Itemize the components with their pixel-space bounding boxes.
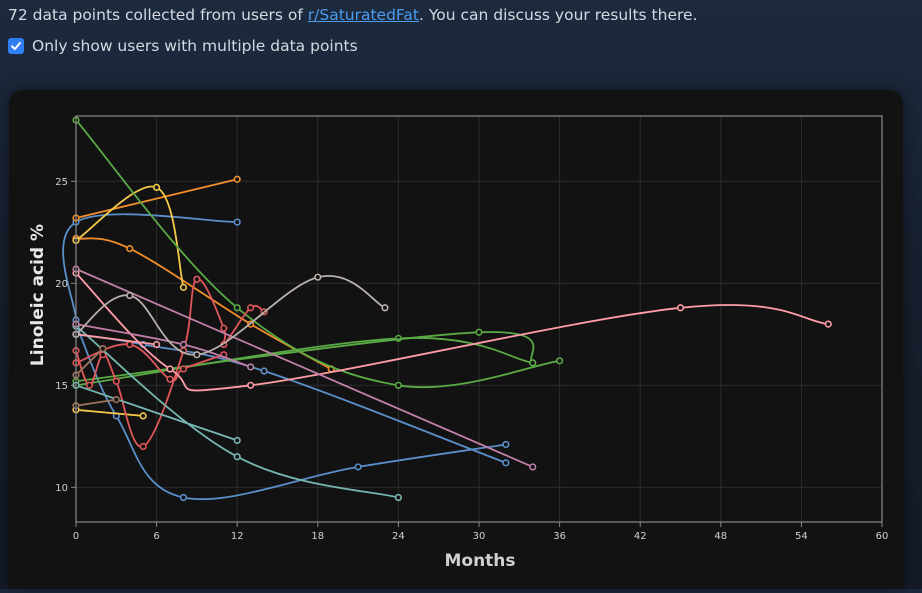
series-line (75, 274, 386, 356)
y-tick-label: 15 (55, 381, 68, 392)
data-point (139, 412, 147, 420)
y-tick-label: 25 (55, 177, 68, 188)
series-line (75, 333, 507, 464)
subreddit-link[interactable]: r/SaturatedFat (307, 6, 419, 24)
data-point (153, 183, 161, 192)
x-tick-label: 12 (231, 531, 244, 542)
x-tick-label: 0 (73, 531, 79, 542)
data-point (112, 395, 120, 404)
series-19 (72, 273, 389, 359)
data-point (99, 344, 107, 353)
data-point (233, 453, 241, 461)
data-point (233, 218, 241, 226)
series-15 (72, 269, 832, 392)
y-tick-label: 10 (55, 483, 68, 494)
plot-frame (75, 115, 883, 523)
data-point (179, 493, 188, 502)
data-point (354, 463, 362, 471)
chart-grid (75, 116, 883, 522)
data-point (394, 381, 403, 389)
data-point (394, 493, 403, 502)
data-point (247, 304, 255, 312)
series-line (75, 333, 157, 346)
multiple-points-filter[interactable]: Only show users with multiple data point… (8, 37, 358, 55)
data-point (475, 328, 483, 336)
series-7 (72, 406, 147, 420)
intro-text: 72 data points collected from users of r… (8, 6, 697, 24)
data-point (502, 440, 510, 449)
x-tick-label: 60 (876, 531, 889, 542)
y-axis-label: Linoleic acid % (28, 224, 48, 366)
chart-card: 0 6 12 18 24 30 36 42 48 54 60 10 15 20 25 Months Lino… (9, 90, 903, 589)
data-point (824, 320, 832, 328)
data-point (260, 367, 268, 375)
data-point (166, 375, 174, 383)
data-point (85, 381, 94, 389)
series-17 (72, 265, 537, 471)
chart-series (62, 116, 832, 502)
data-point (529, 359, 537, 367)
series-line (75, 178, 238, 219)
data-point (126, 291, 134, 300)
data-point (555, 357, 564, 365)
intro-suffix: . You can discuss your results there. (419, 6, 698, 24)
data-point (153, 340, 161, 349)
series-10 (72, 328, 537, 385)
data-point (126, 340, 134, 349)
series-20 (72, 395, 120, 410)
data-point (166, 365, 174, 373)
checkmark-icon (11, 42, 21, 50)
data-point (233, 304, 241, 312)
data-point (112, 377, 120, 385)
x-tick-label: 24 (392, 531, 405, 542)
series-line (75, 337, 533, 387)
data-point (676, 304, 685, 312)
data-point (220, 324, 228, 332)
data-point (193, 351, 201, 359)
series-1 (62, 213, 241, 324)
series-line (75, 119, 560, 389)
checkbox-label: Only show users with multiple data point… (32, 37, 358, 55)
series-line (75, 331, 535, 383)
data-point (381, 304, 389, 312)
data-point (179, 340, 188, 349)
x-tick-label: 6 (153, 531, 159, 542)
data-point (233, 436, 241, 444)
data-point (179, 365, 188, 373)
x-tick-label: 36 (553, 531, 566, 542)
x-tick-label: 48 (714, 531, 727, 542)
series-line (75, 408, 144, 417)
data-point (247, 363, 255, 371)
x-tick-label: 42 (634, 531, 647, 542)
data-point (233, 175, 241, 183)
intro-prefix: 72 data points collected from users of (8, 6, 308, 24)
chart-axes: 0 6 12 18 24 30 36 42 48 54 60 10 15 20 25 (55, 115, 889, 542)
y-tick-label: 20 (55, 279, 68, 290)
x-tick-label: 18 (311, 531, 324, 542)
series-line (75, 185, 185, 288)
x-axis-label: Months (444, 551, 515, 571)
series-line (75, 384, 238, 442)
data-point (529, 463, 537, 471)
x-tick-label: 30 (473, 531, 486, 542)
series-line (75, 272, 829, 392)
x-tick-label: 54 (795, 531, 808, 542)
series-line (75, 268, 534, 468)
data-point (502, 459, 510, 467)
data-point (247, 381, 255, 389)
data-point (126, 245, 134, 253)
data-point (179, 283, 188, 291)
data-point (139, 442, 147, 451)
multiple-points-checkbox[interactable] (8, 38, 24, 54)
data-point (193, 275, 201, 283)
linoleic-acid-chart: 0 6 12 18 24 30 36 42 48 54 60 10 15 20 25 Months Lino… (28, 115, 889, 571)
data-point (314, 273, 322, 281)
